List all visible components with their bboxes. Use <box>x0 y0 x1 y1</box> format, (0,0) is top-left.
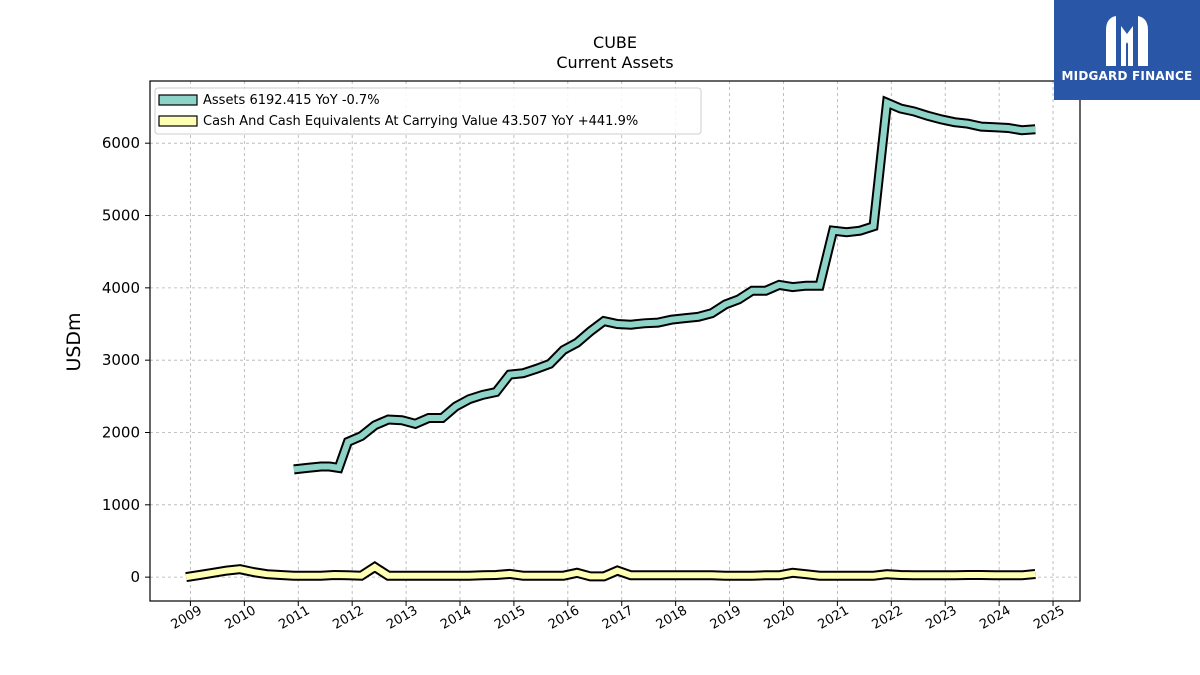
series-line-0 <box>293 98 1036 473</box>
x-tick-label: 2016 <box>546 603 582 633</box>
x-tick-label: 2015 <box>492 603 528 633</box>
y-tick-label: 4000 <box>102 279 140 297</box>
x-tick-label: 2025 <box>1031 603 1067 633</box>
x-tick-label: 2021 <box>816 603 852 633</box>
x-tick-label: 2019 <box>708 603 744 633</box>
x-tick-label: 2017 <box>600 603 636 633</box>
y-axis-label: USDm <box>63 312 85 371</box>
x-tick-label: 2010 <box>223 603 259 633</box>
x-tick-label: 2014 <box>438 603 474 633</box>
y-tick-label: 0 <box>130 568 140 586</box>
legend-frame <box>154 87 702 135</box>
y-tick-label: 6000 <box>102 134 140 152</box>
legend-swatch-cash <box>158 115 198 127</box>
x-tick-label: 2013 <box>384 603 420 633</box>
y-tick-label: 5000 <box>102 207 140 225</box>
x-tick-label: 2024 <box>977 603 1013 633</box>
legend-label-assets: Assets 6192.415 YoY -0.7% <box>203 93 380 108</box>
series-layer <box>185 95 1036 583</box>
x-tick-label: 2018 <box>654 603 690 633</box>
plot-frame <box>149 80 1081 602</box>
x-tick-label: 2012 <box>330 603 366 633</box>
x-tick-label: 2022 <box>869 603 905 633</box>
grid-layer <box>150 81 1080 601</box>
midgard-logo-icon <box>1106 16 1148 66</box>
y-tick-label: 3000 <box>102 351 140 369</box>
legend-swatch-assets <box>158 94 198 106</box>
y-tick-label: 1000 <box>102 496 140 514</box>
x-tick-label: 2020 <box>762 603 798 633</box>
y-tick-label: 2000 <box>102 423 140 441</box>
legend-label-cash: Cash And Cash Equivalents At Carrying Va… <box>203 114 638 129</box>
legend: Assets 6192.415 YoY -0.7% Cash And Cash … <box>154 87 702 135</box>
series-line-outline-0 <box>293 95 1036 475</box>
x-tick-label: 2009 <box>169 603 205 633</box>
x-tick-label: 2011 <box>276 603 312 633</box>
chart-subtitle: Current Assets <box>556 53 673 72</box>
series-line-1 <box>185 563 1036 581</box>
brand-logo: MIDGARD FINANCE <box>1054 0 1200 100</box>
chart-title: CUBE <box>593 33 637 52</box>
axes-layer: 0 1000 2000 3000 4000 5000 6000 2009 2010 2011 201… <box>102 134 1068 633</box>
brand-name: MIDGARD FINANCE <box>1061 69 1193 83</box>
x-tick-label: 2023 <box>923 603 959 633</box>
